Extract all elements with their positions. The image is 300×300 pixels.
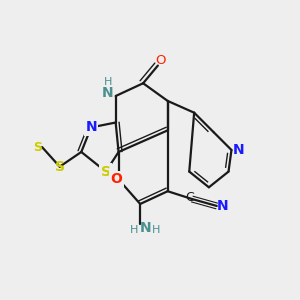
Text: O: O — [111, 172, 123, 186]
Text: O: O — [111, 172, 123, 186]
Text: N: N — [102, 86, 114, 100]
Text: S: S — [33, 141, 42, 154]
Text: S: S — [101, 165, 111, 178]
Text: N: N — [139, 220, 151, 235]
Text: S: S — [101, 165, 111, 178]
Text: N: N — [217, 199, 228, 213]
Text: C: C — [185, 190, 194, 204]
Text: H: H — [103, 77, 112, 87]
Text: H: H — [152, 226, 160, 236]
Text: N: N — [85, 120, 97, 134]
Text: S: S — [55, 160, 65, 174]
Text: N: N — [85, 120, 97, 134]
Text: O: O — [155, 54, 166, 67]
Text: H: H — [130, 226, 139, 236]
Text: N: N — [232, 143, 244, 157]
